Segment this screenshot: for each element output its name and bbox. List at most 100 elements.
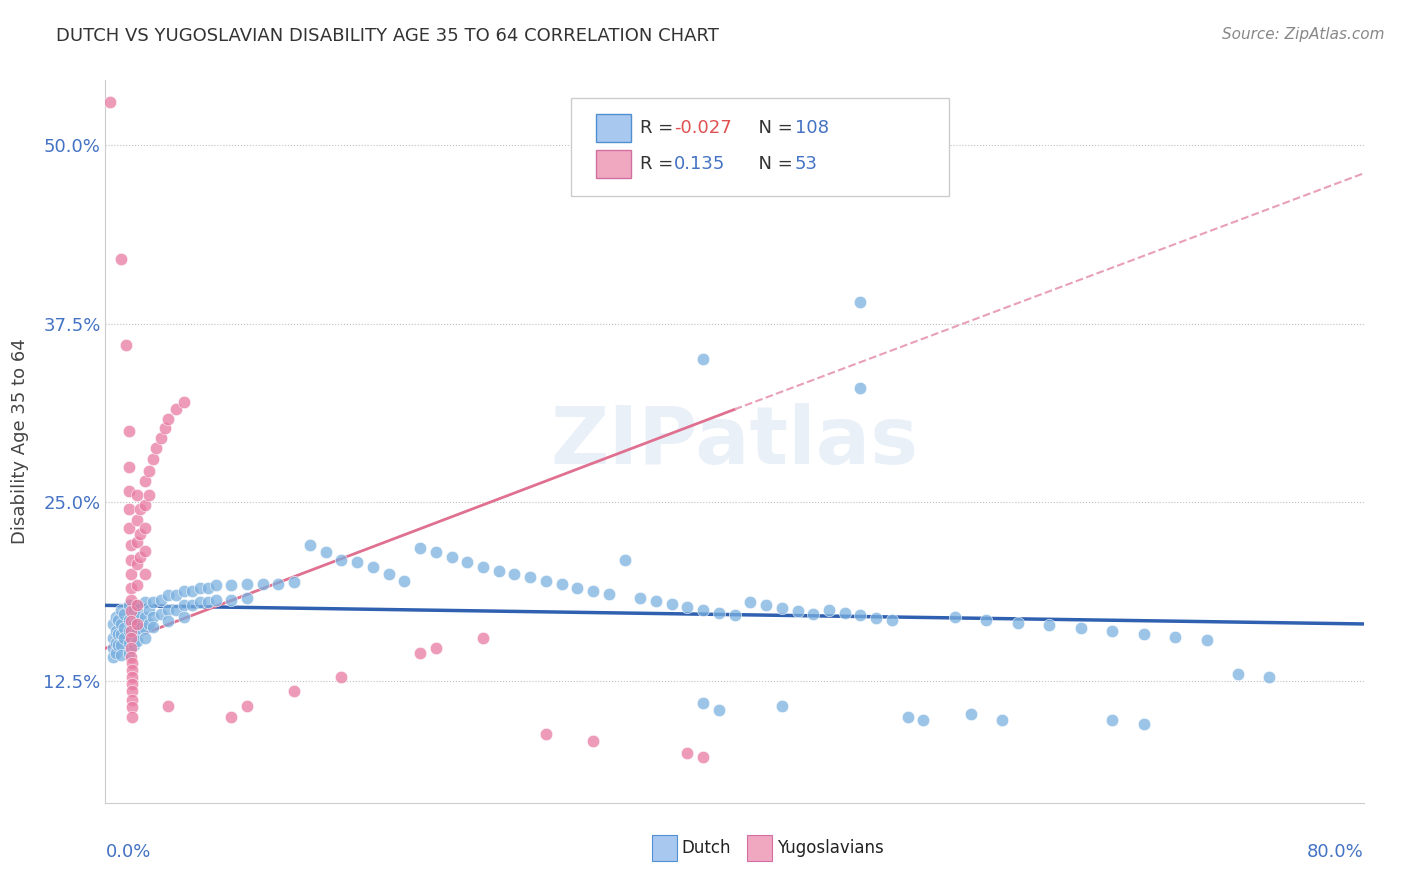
- Point: [1132, 717, 1154, 731]
- Point: [567, 137, 589, 152]
- Point: [676, 746, 699, 760]
- Point: [440, 549, 463, 564]
- Point: [157, 412, 180, 426]
- Point: [503, 566, 526, 581]
- Point: [236, 698, 259, 713]
- Point: [165, 602, 187, 616]
- Point: [103, 617, 125, 632]
- Point: [105, 635, 128, 649]
- Point: [157, 698, 180, 713]
- Point: [880, 613, 903, 627]
- Point: [125, 634, 148, 648]
- Point: [582, 584, 605, 599]
- Point: [645, 594, 668, 608]
- Point: [582, 734, 605, 748]
- Point: [118, 646, 141, 660]
- Point: [1007, 615, 1029, 630]
- Point: [122, 602, 145, 616]
- Point: [110, 648, 132, 663]
- Point: [707, 606, 730, 620]
- Point: [865, 611, 887, 625]
- Point: [121, 710, 143, 724]
- Point: [991, 713, 1014, 727]
- Point: [550, 577, 572, 591]
- Point: [134, 609, 156, 624]
- Point: [692, 352, 714, 367]
- Bar: [596, 114, 631, 142]
- Point: [252, 577, 274, 591]
- Point: [692, 750, 714, 764]
- Point: [219, 710, 242, 724]
- Text: Source: ZipAtlas.com: Source: ZipAtlas.com: [1222, 27, 1385, 42]
- Point: [219, 578, 242, 592]
- Point: [125, 535, 148, 549]
- Point: [142, 595, 165, 609]
- Point: [129, 607, 152, 621]
- Point: [755, 599, 778, 613]
- Point: [134, 566, 156, 581]
- Point: [165, 588, 187, 602]
- Point: [138, 602, 160, 616]
- Point: [1195, 632, 1218, 647]
- Point: [112, 632, 135, 646]
- Point: [120, 632, 142, 646]
- Point: [149, 431, 172, 445]
- Bar: [651, 835, 676, 861]
- Point: [173, 599, 195, 613]
- Point: [120, 581, 142, 595]
- Text: Dutch: Dutch: [682, 839, 731, 857]
- Point: [138, 488, 160, 502]
- Point: [107, 627, 129, 641]
- Point: [125, 599, 148, 613]
- Point: [181, 584, 204, 599]
- Point: [471, 632, 495, 646]
- Point: [107, 613, 129, 627]
- Point: [425, 545, 447, 559]
- Point: [849, 295, 872, 310]
- Point: [120, 566, 142, 581]
- Point: [149, 592, 172, 607]
- Text: ZIPatlas: ZIPatlas: [551, 402, 918, 481]
- Point: [155, 421, 177, 435]
- Point: [1038, 618, 1060, 632]
- Point: [1101, 624, 1123, 639]
- Point: [98, 95, 121, 109]
- Point: [103, 632, 125, 646]
- Point: [120, 592, 142, 607]
- Point: [786, 604, 808, 618]
- Point: [118, 459, 141, 474]
- Point: [125, 557, 148, 571]
- Point: [409, 646, 432, 660]
- Point: [118, 502, 141, 516]
- Point: [173, 609, 195, 624]
- Point: [173, 584, 195, 599]
- Point: [346, 556, 368, 570]
- Point: [236, 591, 259, 606]
- Point: [120, 624, 142, 639]
- Point: [129, 621, 152, 635]
- Point: [567, 581, 589, 595]
- Point: [142, 452, 165, 467]
- Point: [770, 601, 793, 615]
- Point: [118, 521, 141, 535]
- Y-axis label: Disability Age 35 to 64: Disability Age 35 to 64: [11, 339, 30, 544]
- Point: [534, 727, 557, 741]
- Point: [121, 677, 143, 691]
- Point: [834, 606, 856, 620]
- Point: [676, 599, 699, 614]
- Point: [110, 602, 132, 616]
- Point: [943, 609, 966, 624]
- Point: [181, 599, 204, 613]
- Text: -0.027: -0.027: [675, 119, 733, 137]
- Point: [118, 424, 141, 438]
- Point: [121, 684, 143, 698]
- Point: [770, 698, 793, 713]
- Point: [149, 607, 172, 621]
- Point: [134, 595, 156, 609]
- Point: [707, 703, 730, 717]
- Point: [122, 639, 145, 653]
- Point: [692, 696, 714, 710]
- Text: 0.0%: 0.0%: [105, 843, 150, 861]
- Point: [120, 614, 142, 628]
- Point: [120, 641, 142, 656]
